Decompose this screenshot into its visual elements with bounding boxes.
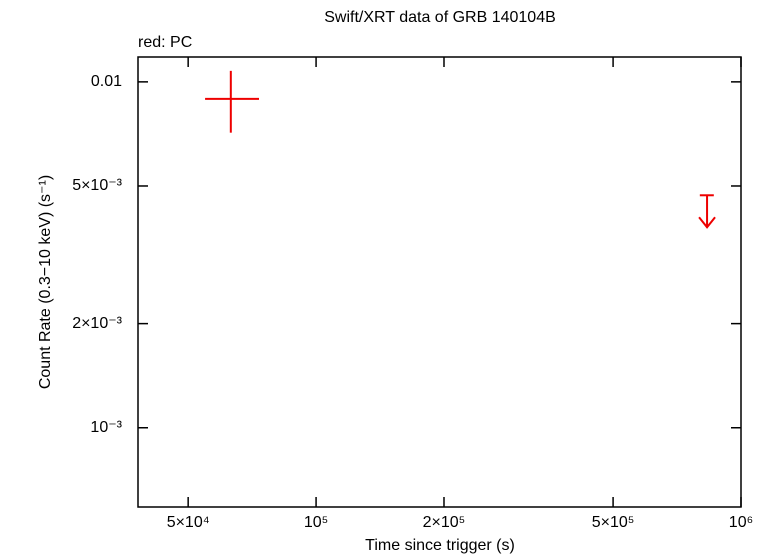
- y-tick-label: 2×10⁻³: [72, 315, 122, 332]
- y-tick-label: 5×10⁻³: [72, 177, 122, 194]
- chart-title: Swift/XRT data of GRB 140104B: [324, 9, 556, 26]
- upper-limit-arrow: [698, 195, 716, 229]
- x-tick-label: 10⁶: [729, 514, 753, 531]
- x-tick-label: 5×10⁵: [592, 514, 635, 531]
- y-tick-label: 0.01: [91, 73, 122, 90]
- y-axis-label: Count Rate (0.3−10 keV) (s⁻¹): [37, 175, 54, 389]
- legend-entry: red: PC: [138, 34, 192, 51]
- x-tick-label: 2×10⁵: [423, 514, 466, 531]
- x-tick-label: 10⁵: [304, 514, 328, 531]
- y-tick-label: 10⁻³: [90, 419, 122, 436]
- x-axis-label: Time since trigger (s): [365, 537, 515, 554]
- x-tick-label: 5×10⁴: [167, 514, 210, 531]
- plot-frame: [137, 56, 742, 508]
